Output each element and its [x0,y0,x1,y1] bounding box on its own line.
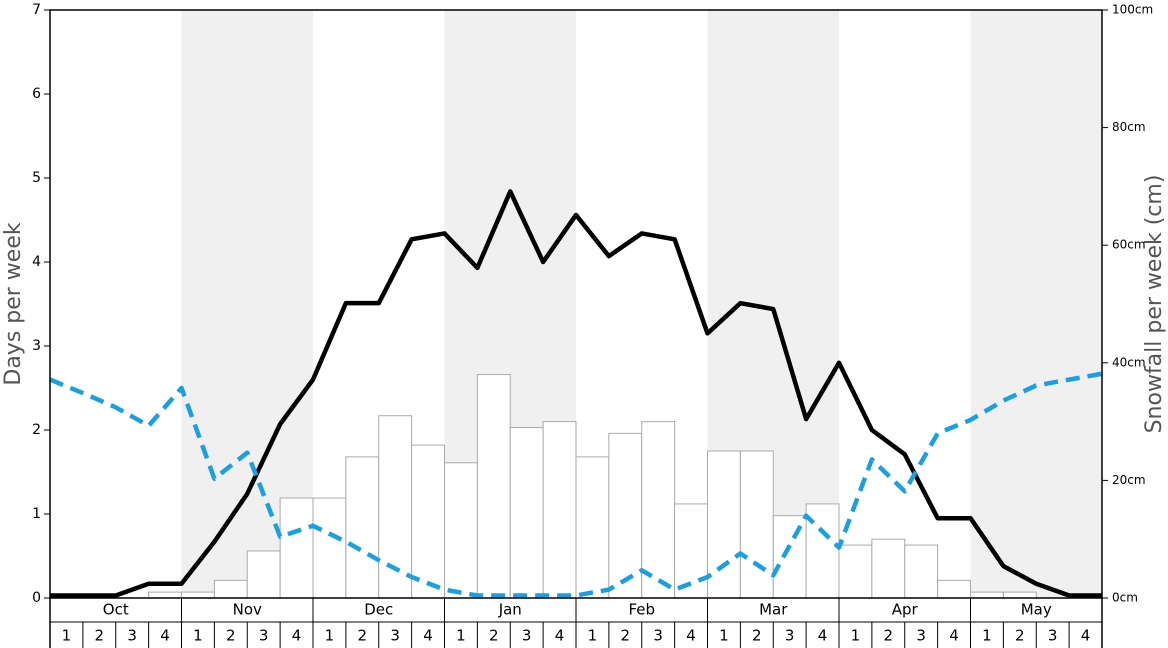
week-label: 1 [325,627,335,645]
bar [871,538,906,599]
bar [970,591,1004,599]
week-label: 2 [621,627,631,645]
week-label: 1 [851,627,861,645]
week-label: 3 [1048,627,1058,645]
y-tick-label: 3 [32,338,41,354]
bar [476,374,511,599]
week-label: 2 [489,627,499,645]
line-series [49,371,1103,598]
bar [148,591,182,599]
bar [1002,591,1037,599]
bar [213,579,248,599]
week-label: 3 [653,627,663,645]
week-label: 3 [522,627,532,645]
y2-tick-label: 0cm [1112,591,1138,605]
bar [345,456,380,599]
y-tick-label: 4 [32,254,41,270]
week-label: 4 [423,627,433,645]
week-label: 4 [1081,627,1091,645]
week-label: 1 [62,627,72,645]
week-label: 4 [292,627,302,645]
week-label: 1 [719,627,729,645]
week-label: 3 [785,627,795,645]
bar [542,421,577,599]
bar [739,450,774,599]
week-label: 1 [456,627,466,645]
y2-tick-label: 80cm [1112,120,1146,134]
bar [608,432,643,599]
month-label: Oct [103,601,129,619]
bar [707,450,741,599]
y-axis-title: Days per week [1,222,26,385]
week-label: 3 [127,627,137,645]
bar [279,497,314,599]
y2-axis-title: Snowfall per week (cm) [1142,175,1167,434]
bar [838,544,873,599]
y-tick-label: 7 [32,2,41,18]
month-band [970,10,1102,598]
month-label: Mar [759,601,788,619]
month-label: Nov [233,601,262,619]
week-label: 4 [160,627,170,645]
y2-tick-label: 60cm [1112,238,1146,252]
week-label: 4 [686,627,696,645]
bar [575,456,610,599]
week-label: 4 [949,627,959,645]
y2-tick-label: 100cm [1112,3,1153,17]
week-label: 1 [588,627,598,645]
week-label: 4 [818,627,828,645]
week-label: 2 [226,627,236,645]
week-label: 1 [982,627,992,645]
bar [509,426,544,599]
y-tick-label: 6 [32,86,41,102]
bar [312,497,347,599]
y-tick-label: 0 [32,590,41,606]
week-label: 4 [555,627,565,645]
month-label: Feb [628,601,655,619]
week-label: 2 [884,627,894,645]
bar [181,591,215,599]
month-label: May [1021,601,1052,619]
bar [444,462,478,599]
bar [937,579,971,599]
line-series [50,189,1102,598]
week-label: 3 [390,627,400,645]
y-tick-label: 1 [32,506,41,522]
bar [904,544,939,599]
bar [246,550,281,599]
week-label: 2 [1015,627,1025,645]
week-label: 2 [95,627,105,645]
bar [411,444,445,599]
y2-tick-label: 20cm [1112,473,1146,487]
y-tick-label: 5 [32,170,41,186]
week-label: 1 [193,627,203,645]
week-label: 3 [259,627,269,645]
y2-tick-label: 40cm [1112,355,1146,369]
month-label: Dec [364,601,393,619]
y-tick-label: 2 [32,422,41,438]
month-label: Apr [892,601,919,619]
month-label: Jan [498,601,522,619]
week-label: 3 [916,627,926,645]
week-label: 2 [358,627,368,645]
week-label: 2 [752,627,762,645]
